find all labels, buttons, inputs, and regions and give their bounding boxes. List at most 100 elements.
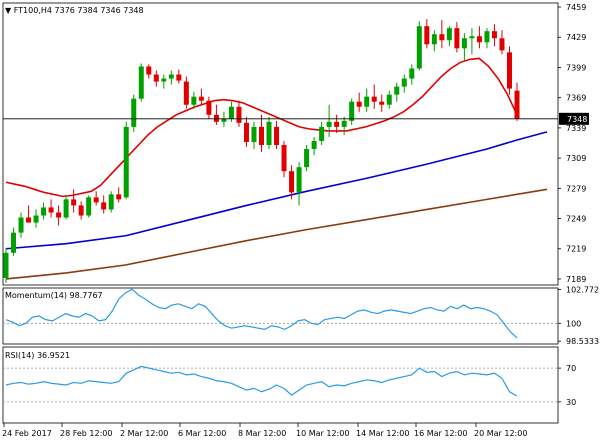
candle-body: [101, 202, 107, 210]
candle: [243, 116, 249, 148]
price-tick-label: 7219: [566, 245, 586, 254]
candle: [379, 94, 385, 112]
candle-body: [439, 34, 445, 41]
candle: [183, 76, 189, 109]
candle: [11, 227, 17, 256]
candle-body: [243, 122, 249, 142]
time-tick-label: 24 Feb 2017: [2, 429, 52, 438]
candle: [86, 195, 92, 218]
candle-body: [176, 74, 182, 81]
candle-body: [161, 78, 167, 82]
candle: [326, 104, 332, 137]
rsi-tick-label: 70: [566, 364, 576, 373]
time-tick-label: 2 Mar 12:00: [120, 429, 168, 438]
candle-body: [26, 217, 32, 223]
candle-body: [56, 212, 62, 218]
sma20-line: [5, 57, 518, 198]
candle-body: [289, 171, 295, 193]
candle-body: [409, 68, 415, 79]
candle-body: [93, 197, 99, 203]
candle: [206, 96, 212, 119]
price-tick-label: 7189: [566, 275, 586, 284]
price-tick-label: 7429: [566, 33, 586, 42]
time-tick-label: 6 Mar 12:00: [178, 429, 226, 438]
candle-body: [198, 96, 204, 101]
candle: [304, 145, 310, 172]
current-price-label: 7348: [567, 115, 587, 124]
candle-body: [454, 28, 460, 49]
rsi-series-line: [5, 365, 518, 397]
candle-body: [491, 31, 497, 39]
candle-body: [319, 126, 325, 141]
sma100-line: [5, 131, 548, 250]
candle-body: [71, 199, 77, 206]
candle-body: [334, 121, 340, 127]
price-panel-icon: ▼: [5, 6, 12, 15]
candle-body: [461, 38, 467, 49]
candle-body: [446, 28, 452, 41]
candle-body: [63, 199, 69, 218]
candle: [349, 98, 355, 125]
candle-body: [33, 215, 39, 223]
momentum-panel-frame: [2, 287, 559, 345]
candle-body: [311, 140, 317, 150]
candle: [191, 91, 197, 109]
candle: [281, 140, 287, 178]
candle: [213, 104, 219, 125]
candle: [259, 114, 264, 153]
candle: [499, 30, 505, 55]
candle: [514, 82, 520, 121]
candle: [26, 205, 32, 223]
candle: [416, 21, 422, 71]
candle: [341, 116, 347, 135]
candlesticks: [3, 19, 520, 283]
candle: [469, 28, 475, 55]
price-panel: ▼ FT100,H4 7376 7384 7346 7348 745974297…: [2, 2, 589, 286]
candle: [364, 88, 370, 112]
candle: [266, 116, 272, 150]
candle-body: [469, 36, 475, 39]
momentum-tick-label: 100: [566, 319, 581, 328]
time-tick-label: 16 Mar 12:00: [414, 429, 467, 438]
candle: [506, 46, 512, 95]
candle: [71, 189, 77, 213]
candle: [439, 20, 445, 49]
candle: [161, 74, 167, 89]
symbol-timeframe: FT100,H4: [14, 6, 52, 15]
candle-body: [499, 38, 505, 51]
candle-body: [304, 149, 310, 168]
candle-body: [123, 126, 129, 198]
price-panel-title: ▼ FT100,H4 7376 7384 7346 7348: [5, 6, 144, 15]
rsi-title: RSI(14) 36.9521: [5, 351, 70, 360]
candle: [409, 64, 415, 85]
candle-body: [394, 86, 400, 95]
candle-body: [116, 194, 122, 200]
candle-body: [424, 26, 430, 45]
candle: [108, 191, 114, 213]
candle-body: [476, 36, 482, 43]
candle-body: [153, 74, 159, 82]
rsi-tick-label: 30: [566, 398, 576, 407]
candle: [168, 70, 174, 85]
candle: [461, 33, 467, 61]
candle-body: [78, 205, 84, 216]
candle-body: [168, 74, 174, 79]
candle-body: [364, 96, 370, 107]
candle: [431, 30, 437, 52]
momentum-series-line: [5, 288, 518, 339]
candle-body: [138, 66, 144, 99]
candle-body: [48, 207, 54, 213]
candle: [18, 212, 24, 238]
rsi-axis: 70 30: [558, 364, 576, 407]
candle: [371, 84, 377, 109]
candle-body: [506, 52, 512, 89]
candle: [146, 64, 152, 79]
candle-body: [183, 81, 189, 105]
candle: [198, 88, 204, 105]
price-panel-frame: [2, 2, 559, 286]
momentum-tick-label: 98.5333: [566, 337, 599, 346]
candle: [33, 209, 39, 228]
